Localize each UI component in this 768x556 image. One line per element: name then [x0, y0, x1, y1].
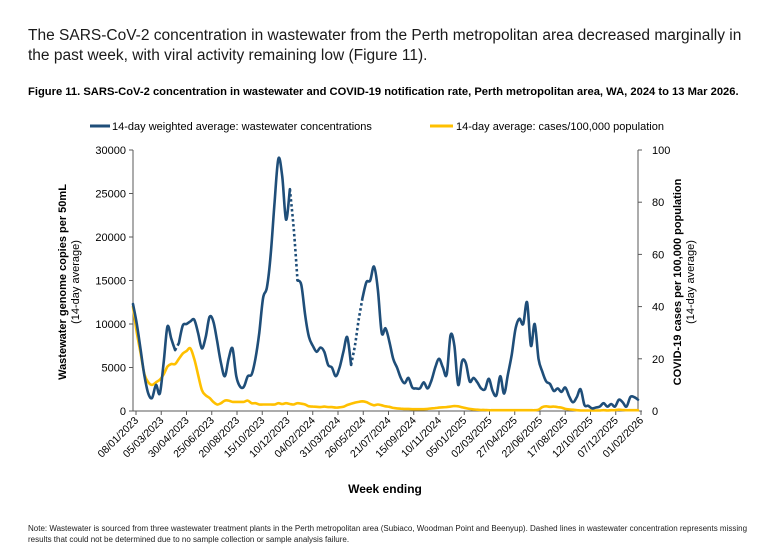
y-left-tick-label: 0 — [120, 406, 126, 418]
figure-title: Figure 11. SARS-CoV-2 concentration in w… — [28, 86, 739, 98]
y-right-tick-label: 60 — [652, 249, 664, 261]
y-left-tick-label: 5000 — [102, 363, 126, 375]
series-line-wastewater-solid — [131, 302, 177, 400]
axes: 0 5000 10000 15000 20000 25000 30000 0 20 40 60 80 1… — [95, 145, 670, 460]
y-left-tick-label: 20000 — [95, 232, 126, 244]
y-right-tick-label: 20 — [652, 354, 664, 366]
legend-label-wastewater: 14-day weighted average: wastewater conc… — [112, 121, 372, 133]
series-line-wastewater-dashed — [349, 297, 364, 366]
series-line-cases — [131, 305, 640, 412]
y-axis-right-title: COVID-19 cases per 100,000 population (1… — [672, 178, 697, 385]
series-line-wastewater-solid — [177, 156, 292, 390]
x-axis-title: Week ending — [348, 482, 422, 496]
legend-label-cases: 14-day average: cases/100,000 population — [456, 121, 664, 133]
y-axis-right-title-line1: COVID-19 cases per 100,000 population — [672, 178, 684, 385]
series-line-wastewater-solid — [296, 279, 353, 378]
intro-paragraph: The SARS-CoV-2 concentration in wastewat… — [28, 27, 742, 64]
y-right-tick-label: 40 — [652, 302, 664, 314]
y-axis-left-title-line2: (14-day average) — [70, 240, 82, 324]
y-axis-left-title: Wastewater genome copies per 50mL (14-da… — [57, 184, 82, 380]
series-line-wastewater-dashed — [288, 189, 299, 281]
y-right-tick-label: 100 — [652, 145, 670, 157]
y-left-tick-label: 25000 — [95, 189, 126, 201]
y-axis-left-title-line1: Wastewater genome copies per 50mL — [57, 184, 69, 380]
footnote: Note: Wastewater is sourced from three w… — [28, 524, 748, 544]
y-left-tick-label: 30000 — [95, 145, 126, 157]
legend: 14-day weighted average: wastewater conc… — [90, 121, 664, 133]
series-line-wastewater-solid — [361, 265, 640, 410]
y-left-tick-label: 10000 — [95, 319, 126, 331]
y-right-tick-label: 80 — [652, 197, 664, 209]
series-group — [131, 156, 640, 412]
y-axis-right-title-line2: (14-day average) — [685, 240, 697, 324]
y-left-tick-label: 15000 — [95, 276, 126, 288]
y-right-tick-label: 0 — [652, 406, 658, 418]
chart: 14-day weighted average: wastewater conc… — [57, 121, 697, 496]
